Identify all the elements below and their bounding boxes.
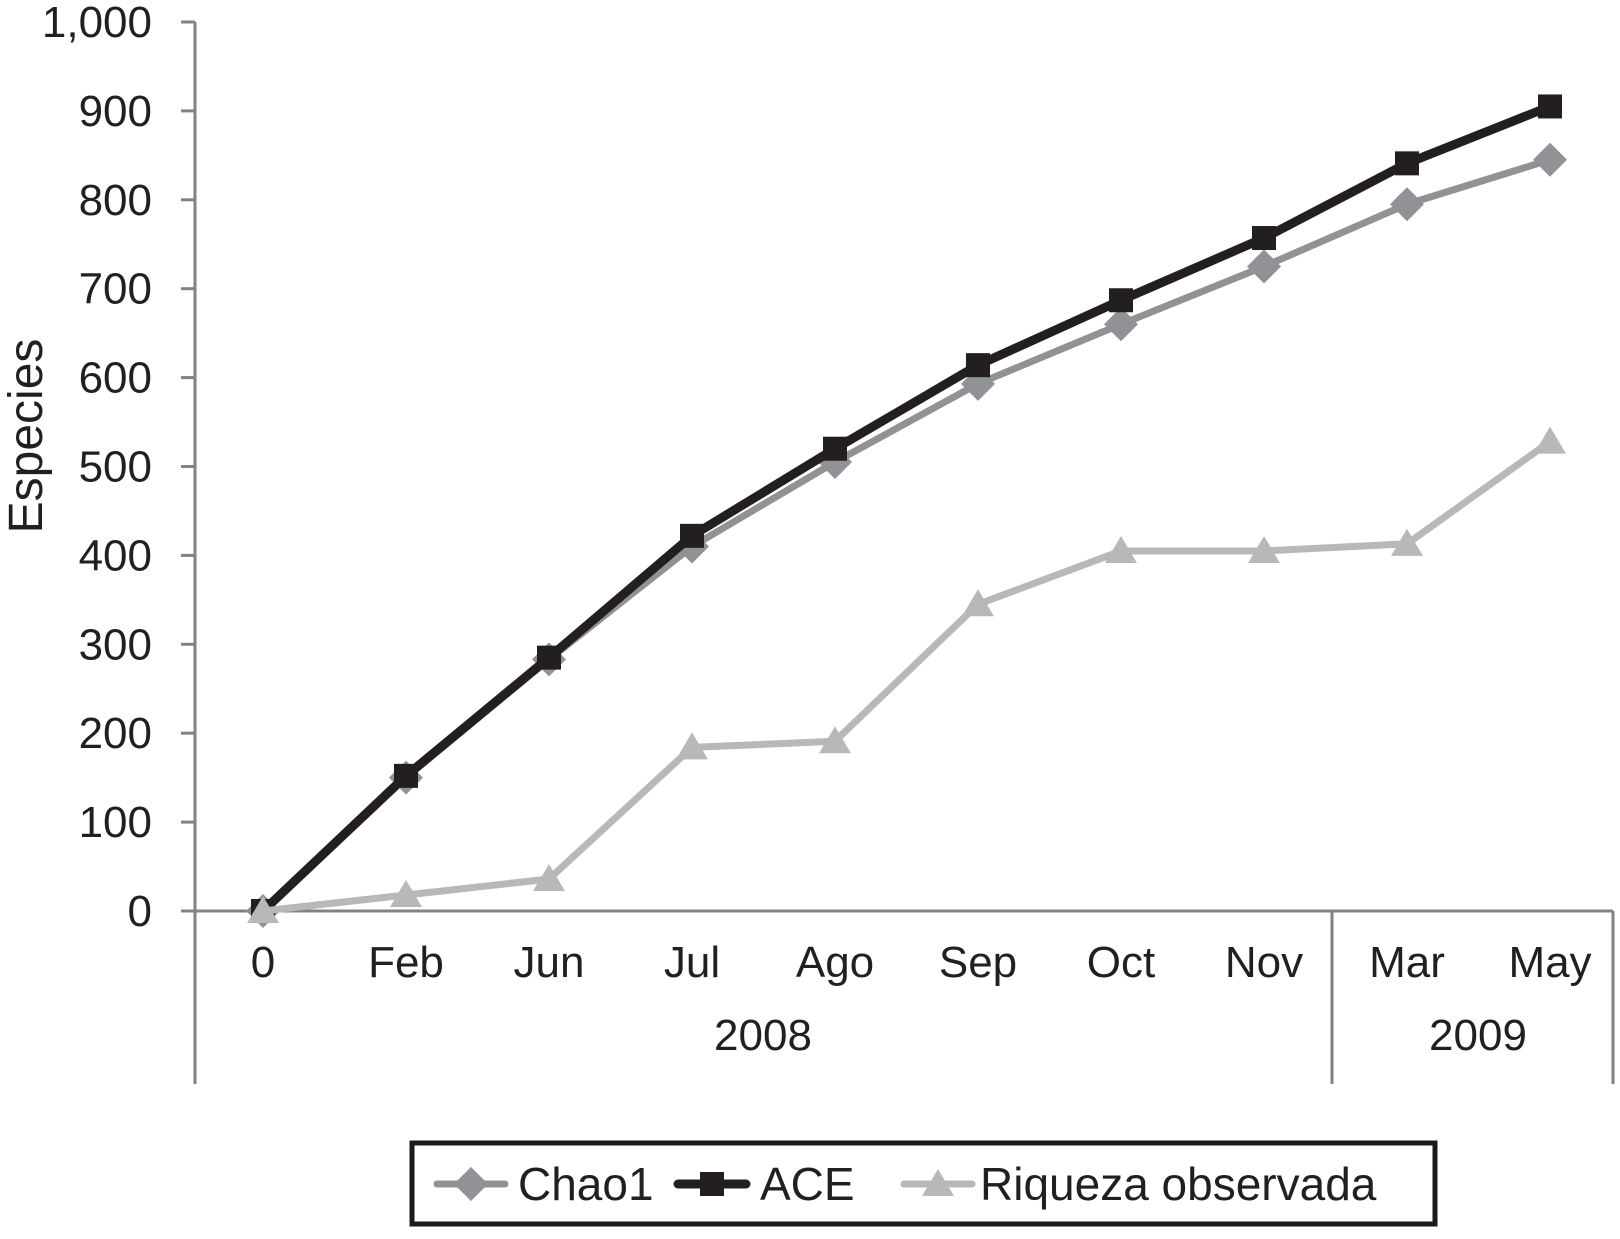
y-tick-label: 400 xyxy=(79,531,152,580)
y-tick-label: 900 xyxy=(79,87,152,136)
legend: Chao1 ACE Riqueza observada xyxy=(409,1140,1438,1227)
y-tick-label: 1,000 xyxy=(42,0,152,47)
data-point-Chao1 xyxy=(1533,142,1567,177)
data-point-Riqueza observada xyxy=(1105,535,1137,563)
data-point-Chao1 xyxy=(1247,249,1281,284)
x-category-label: Mar xyxy=(1369,938,1445,987)
y-axis-title: Especies xyxy=(0,339,53,534)
data-point-Riqueza observada xyxy=(676,732,708,760)
data-point-Riqueza observada xyxy=(962,589,994,617)
data-point-Riqueza observada xyxy=(1248,535,1280,563)
data-point-Riqueza observada xyxy=(247,896,279,923)
data-point-ACE xyxy=(537,645,561,670)
data-point-ACE xyxy=(823,436,847,461)
x-category-label: Ago xyxy=(796,938,874,987)
x-category-label: Sep xyxy=(939,938,1017,987)
data-point-Riqueza observada xyxy=(1391,528,1423,556)
series-line-ACE xyxy=(258,101,1555,916)
data-point-ACE xyxy=(394,763,418,788)
legend-markers xyxy=(433,1167,976,1201)
y-tick-label: 300 xyxy=(79,620,152,669)
x-category-label: Oct xyxy=(1087,938,1155,987)
y-tick-label: 500 xyxy=(79,443,152,492)
data-point-ACE xyxy=(966,353,990,378)
y-tick-label: 200 xyxy=(79,709,152,758)
data-point-ACE xyxy=(680,523,704,548)
data-point-Riqueza observada xyxy=(533,863,565,891)
x-category-label: Feb xyxy=(368,938,444,987)
y-tick-label: 700 xyxy=(79,265,152,314)
year-label-2009: 2009 xyxy=(1429,1011,1527,1060)
legend-marker-Riqueza observada xyxy=(922,1169,954,1196)
legend-label-riqueza-observada: Riqueza observada xyxy=(980,1158,1377,1210)
x-category-label: 0 xyxy=(251,938,275,987)
series-line-Chao1 xyxy=(259,156,1554,915)
legend-label-ace: ACE xyxy=(760,1158,855,1210)
legend-label-chao1: Chao1 xyxy=(518,1158,654,1210)
x-category-label: May xyxy=(1508,938,1591,987)
legend-marker-Chao1 xyxy=(454,1167,488,1201)
y-tick-label: 600 xyxy=(79,354,152,403)
y-tick-label: 800 xyxy=(79,176,152,225)
data-point-Riqueza observada xyxy=(390,879,422,907)
data-point-ACE xyxy=(1538,94,1562,119)
x-category-label: Nov xyxy=(1225,938,1303,987)
y-tick-label: 0 xyxy=(128,887,152,936)
data-point-ACE xyxy=(1395,151,1419,176)
data-point-Riqueza observada xyxy=(819,726,851,754)
year-label-2008: 2008 xyxy=(714,1011,812,1060)
legend-marker-ACE xyxy=(700,1172,724,1196)
x-category-label: Jun xyxy=(514,938,585,987)
data-point-ACE xyxy=(1252,226,1276,251)
data-point-Riqueza observada xyxy=(1534,426,1566,454)
series-line-Riqueza observada xyxy=(259,438,1554,915)
axes: 0 100 200 300 400 500 600 700 800 900 1,000 0 Feb Jun… xyxy=(42,0,1615,1084)
series-lines xyxy=(246,94,1567,928)
data-point-Chao1 xyxy=(1390,187,1424,222)
data-point-ACE xyxy=(1109,288,1133,313)
x-category-label: Jul xyxy=(664,938,720,987)
data-point-Chao1 xyxy=(1104,307,1138,342)
y-tick-label: 100 xyxy=(79,798,152,847)
